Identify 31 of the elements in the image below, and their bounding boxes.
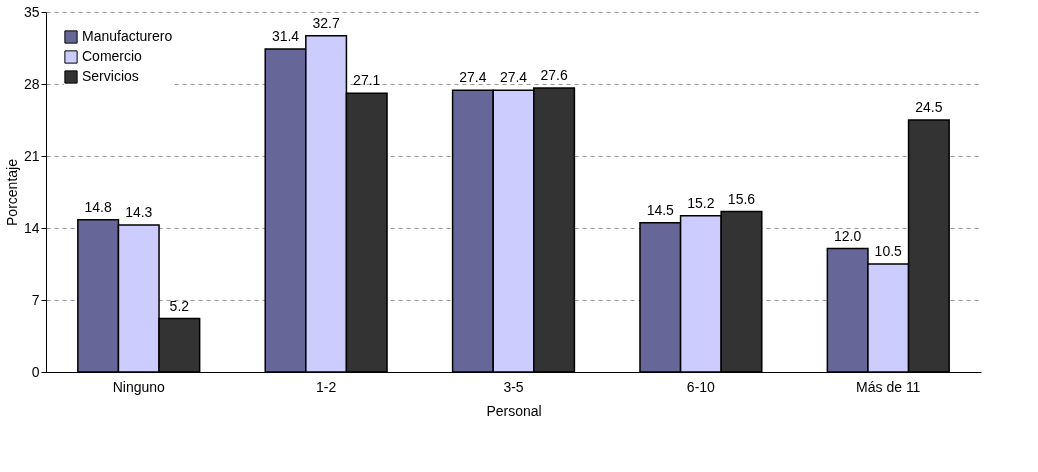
- data-label: 31.4: [271, 28, 300, 45]
- y-tick-label: 35: [23, 3, 40, 20]
- x-tick-label: 1-2: [316, 378, 337, 395]
- data-label: 14.8: [84, 198, 112, 215]
- legend-label: Comercio: [82, 48, 143, 64]
- x-tick-label: 6-10: [686, 378, 716, 395]
- data-label: 12.0: [834, 227, 862, 244]
- y-tick-label: 7: [31, 291, 40, 308]
- data-label: 32.7: [312, 14, 340, 31]
- legend-label: Manufacturero: [82, 28, 173, 44]
- data-label: 24.5: [915, 99, 943, 115]
- y-tick-label: 21: [23, 147, 40, 164]
- data-label: 27.4: [499, 69, 528, 86]
- x-tick-label: Ninguno: [112, 378, 166, 395]
- x-axis-title: Personal: [486, 402, 542, 419]
- data-label: 27.6: [540, 67, 568, 84]
- data-label: 15.2: [687, 194, 715, 211]
- y-axis-title: Porcentaje: [3, 158, 20, 226]
- legend-label: Servicios: [82, 68, 139, 84]
- data-label: 27.4: [459, 69, 487, 86]
- y-tick-label: 0: [31, 363, 40, 380]
- data-label: 15.6: [727, 190, 756, 207]
- data-label: 14.3: [125, 203, 153, 220]
- x-tick-label: Más de 11: [856, 378, 921, 395]
- data-label: 14.5: [646, 201, 675, 218]
- data-label: 27.1: [353, 72, 381, 89]
- y-tick-label: 28: [23, 75, 40, 92]
- x-tick-label: 3-5: [503, 378, 524, 395]
- data-label: 10.5: [874, 243, 903, 259]
- y-tick-label: 14: [23, 219, 40, 236]
- data-label: 5.2: [169, 297, 190, 314]
